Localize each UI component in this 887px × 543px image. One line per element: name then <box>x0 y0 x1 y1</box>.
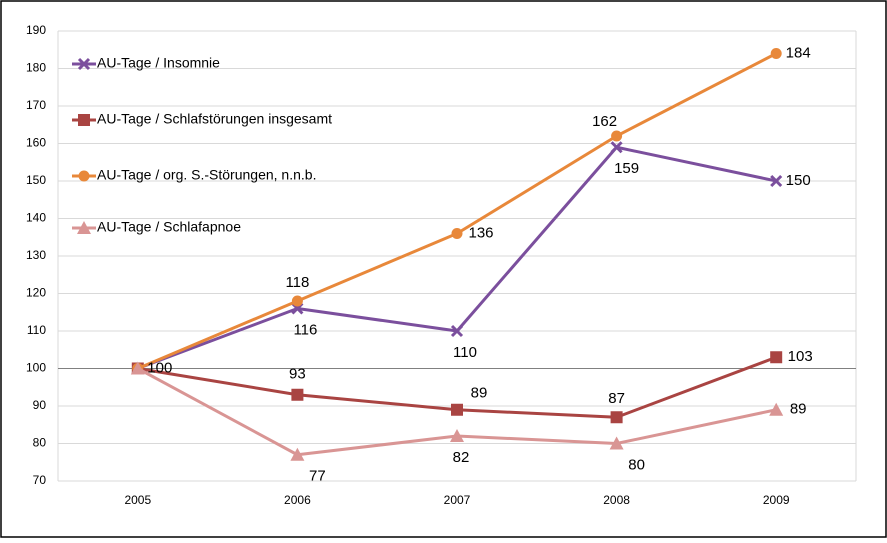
data-point <box>450 429 464 442</box>
data-point <box>451 228 463 239</box>
x-tick-label: 2007 <box>444 493 471 507</box>
data-label: 103 <box>788 348 813 365</box>
data-point <box>610 141 623 154</box>
data-label: 136 <box>468 224 493 241</box>
data-point <box>291 388 304 401</box>
y-tick-label: 110 <box>27 323 46 337</box>
y-tick-label: 170 <box>26 98 46 112</box>
y-tick-label: 160 <box>26 136 46 150</box>
data-label: 93 <box>289 366 306 383</box>
y-tick-label: 190 <box>26 23 46 37</box>
legend-label: AU-Tage / Schlafapnoe <box>97 219 241 235</box>
y-tick-label: 100 <box>26 361 46 375</box>
y-tick-label: 150 <box>26 173 46 187</box>
legend-label: AU-Tage / Schlafstörungen insgesamt <box>97 111 332 127</box>
data-label: 159 <box>614 160 639 177</box>
x-tick-label: 2008 <box>603 493 630 507</box>
legend-label: AU-Tage / Insomnie <box>97 55 220 71</box>
data-label: 116 <box>293 321 317 338</box>
data-point <box>290 447 305 461</box>
legend-marker <box>77 57 91 71</box>
data-point <box>611 130 623 142</box>
y-tick-label: 130 <box>26 248 46 262</box>
legend-marker <box>78 114 90 126</box>
x-tick-label: 2009 <box>763 493 790 507</box>
legend-marker <box>78 170 90 182</box>
data-label: 110 <box>453 344 477 361</box>
data-label: 87 <box>608 390 625 407</box>
data-label: 89 <box>471 385 488 402</box>
y-tick-label: 70 <box>33 473 47 487</box>
x-tick-label: 2005 <box>124 493 151 507</box>
data-label: 100 <box>147 359 172 376</box>
data-label: 80 <box>628 456 645 473</box>
data-label: 77 <box>309 468 326 485</box>
y-tick-label: 90 <box>33 398 47 412</box>
data-point <box>291 295 303 307</box>
legend-label: AU-Tage / org. S.-Störungen, n.n.b. <box>97 167 316 183</box>
data-point <box>769 402 784 416</box>
y-tick-label: 140 <box>26 211 46 225</box>
data-label: 162 <box>592 113 617 130</box>
legend-marker <box>77 221 91 234</box>
data-point <box>450 324 464 338</box>
data-label: 184 <box>786 44 811 61</box>
data-point <box>610 411 623 424</box>
data-point <box>130 361 145 375</box>
data-label: 150 <box>786 172 811 189</box>
y-tick-label: 120 <box>26 286 46 300</box>
x-tick-label: 2006 <box>284 493 311 507</box>
data-point <box>770 174 783 188</box>
data-label: 82 <box>453 449 470 466</box>
data-point <box>770 48 782 59</box>
data-point <box>451 403 463 416</box>
y-tick-label: 180 <box>26 61 46 75</box>
y-tick-label: 80 <box>33 436 47 450</box>
data-point <box>609 436 624 450</box>
data-label: 118 <box>285 274 309 291</box>
data-point <box>770 351 783 364</box>
data-label: 89 <box>790 401 807 418</box>
